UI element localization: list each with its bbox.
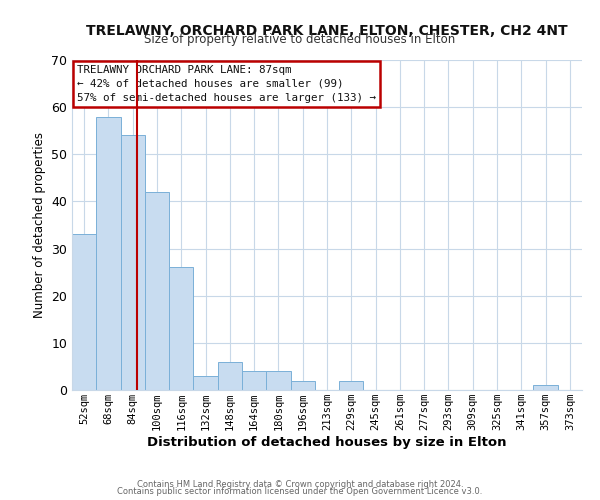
Text: TRELAWNY ORCHARD PARK LANE: 87sqm
← 42% of detached houses are smaller (99)
57% : TRELAWNY ORCHARD PARK LANE: 87sqm ← 42% … <box>77 65 376 103</box>
Bar <box>218 362 242 390</box>
Bar <box>533 386 558 390</box>
Bar <box>145 192 169 390</box>
Text: Contains HM Land Registry data © Crown copyright and database right 2024.: Contains HM Land Registry data © Crown c… <box>137 480 463 489</box>
Bar <box>121 136 145 390</box>
Bar <box>339 380 364 390</box>
Text: Size of property relative to detached houses in Elton: Size of property relative to detached ho… <box>145 32 455 46</box>
Bar <box>242 371 266 390</box>
Bar <box>266 371 290 390</box>
Title: TRELAWNY, ORCHARD PARK LANE, ELTON, CHESTER, CH2 4NT: TRELAWNY, ORCHARD PARK LANE, ELTON, CHES… <box>86 24 568 38</box>
Bar <box>290 380 315 390</box>
Bar <box>72 234 96 390</box>
Text: Contains public sector information licensed under the Open Government Licence v3: Contains public sector information licen… <box>118 487 482 496</box>
Bar <box>169 268 193 390</box>
Bar <box>193 376 218 390</box>
X-axis label: Distribution of detached houses by size in Elton: Distribution of detached houses by size … <box>147 436 507 449</box>
Bar <box>96 116 121 390</box>
Y-axis label: Number of detached properties: Number of detached properties <box>32 132 46 318</box>
